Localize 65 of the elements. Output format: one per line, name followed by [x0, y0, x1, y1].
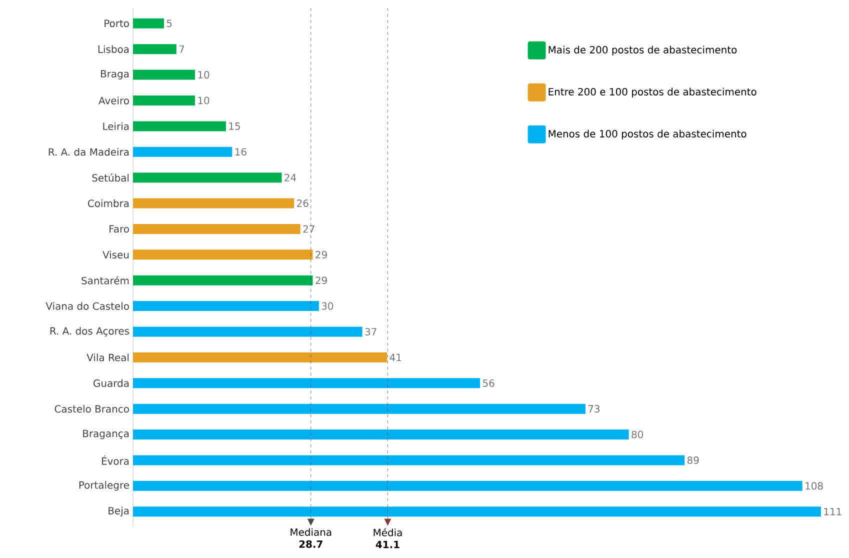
y-tick-label: Bragança	[83, 430, 129, 440]
y-tick-label: Castelo Branco	[54, 404, 129, 413]
bar	[133, 172, 282, 183]
legend-label: Mais de 200 postos de abastecimento	[548, 46, 737, 56]
data-label: 15	[229, 122, 240, 130]
data-label: 10	[198, 71, 210, 79]
bar	[133, 70, 195, 80]
bar	[133, 352, 388, 362]
y-tick-label: Coimbra	[88, 199, 129, 208]
data-label: 108	[806, 482, 823, 490]
bar	[133, 250, 313, 260]
y-tick-label: Viseu	[102, 250, 129, 259]
y-tick-label: Évora	[102, 456, 129, 465]
y-tick-label: Leiria	[103, 122, 129, 130]
y-tick-label: Porto	[104, 20, 129, 28]
y-tick-label: Faro	[110, 225, 129, 233]
bar	[133, 506, 821, 517]
data-label: 56	[483, 379, 494, 387]
bar	[133, 95, 195, 106]
data-label: 73	[588, 405, 600, 413]
ref-line-label: Média 41.1	[374, 528, 402, 548]
y-tick-label: Setúbal	[92, 174, 129, 182]
y-tick-label: Braga	[101, 70, 129, 80]
y-tick-label: Lisboa	[98, 45, 129, 53]
y-tick-label: Santarém	[82, 276, 129, 284]
data-label: 89	[687, 456, 699, 464]
data-label: 26	[297, 199, 308, 208]
y-tick-label: Guarda	[94, 379, 129, 387]
y-tick-label: Aveiro	[98, 96, 129, 104]
y-tick-label: R. A. da Madeira	[48, 148, 129, 156]
data-label: 29	[316, 250, 327, 258]
ref-line-label: Mediana 28.7	[290, 528, 332, 548]
data-label: 16	[235, 148, 246, 156]
data-label: 5	[166, 20, 172, 28]
data-label: 27	[303, 225, 314, 233]
data-label: 41	[390, 354, 402, 362]
legend-label: Entre 200 e 100 postos de abastecimento	[548, 88, 756, 98]
bar	[133, 275, 313, 286]
data-label: 7	[179, 45, 184, 53]
legend-label: Menos de 100 postos de abastecimento	[548, 130, 746, 140]
y-tick-label: Vila Real	[86, 354, 129, 362]
bar	[133, 480, 802, 491]
bar	[133, 18, 164, 28]
data-label: 24	[284, 174, 296, 182]
bar	[133, 224, 300, 234]
bar	[133, 430, 629, 440]
data-label: 10	[198, 96, 210, 104]
data-label: 111	[824, 508, 842, 516]
bar	[133, 146, 232, 157]
bar	[133, 44, 176, 54]
data-label: 30	[322, 302, 334, 310]
y-tick-label: Beja	[108, 506, 129, 516]
bar	[133, 121, 226, 132]
y-tick-label: R. A. dos Açores	[50, 326, 129, 336]
bar	[133, 301, 319, 312]
data-label: 80	[632, 430, 644, 438]
bar	[133, 404, 586, 414]
data-label: 29	[316, 276, 327, 284]
bar	[133, 198, 294, 208]
bar	[133, 378, 480, 388]
bar	[133, 326, 362, 337]
y-tick-label: Portalegre	[79, 481, 129, 491]
data-label: 37	[365, 328, 376, 336]
y-tick-label: Viana do Castelo	[46, 302, 129, 310]
bar	[133, 455, 685, 466]
